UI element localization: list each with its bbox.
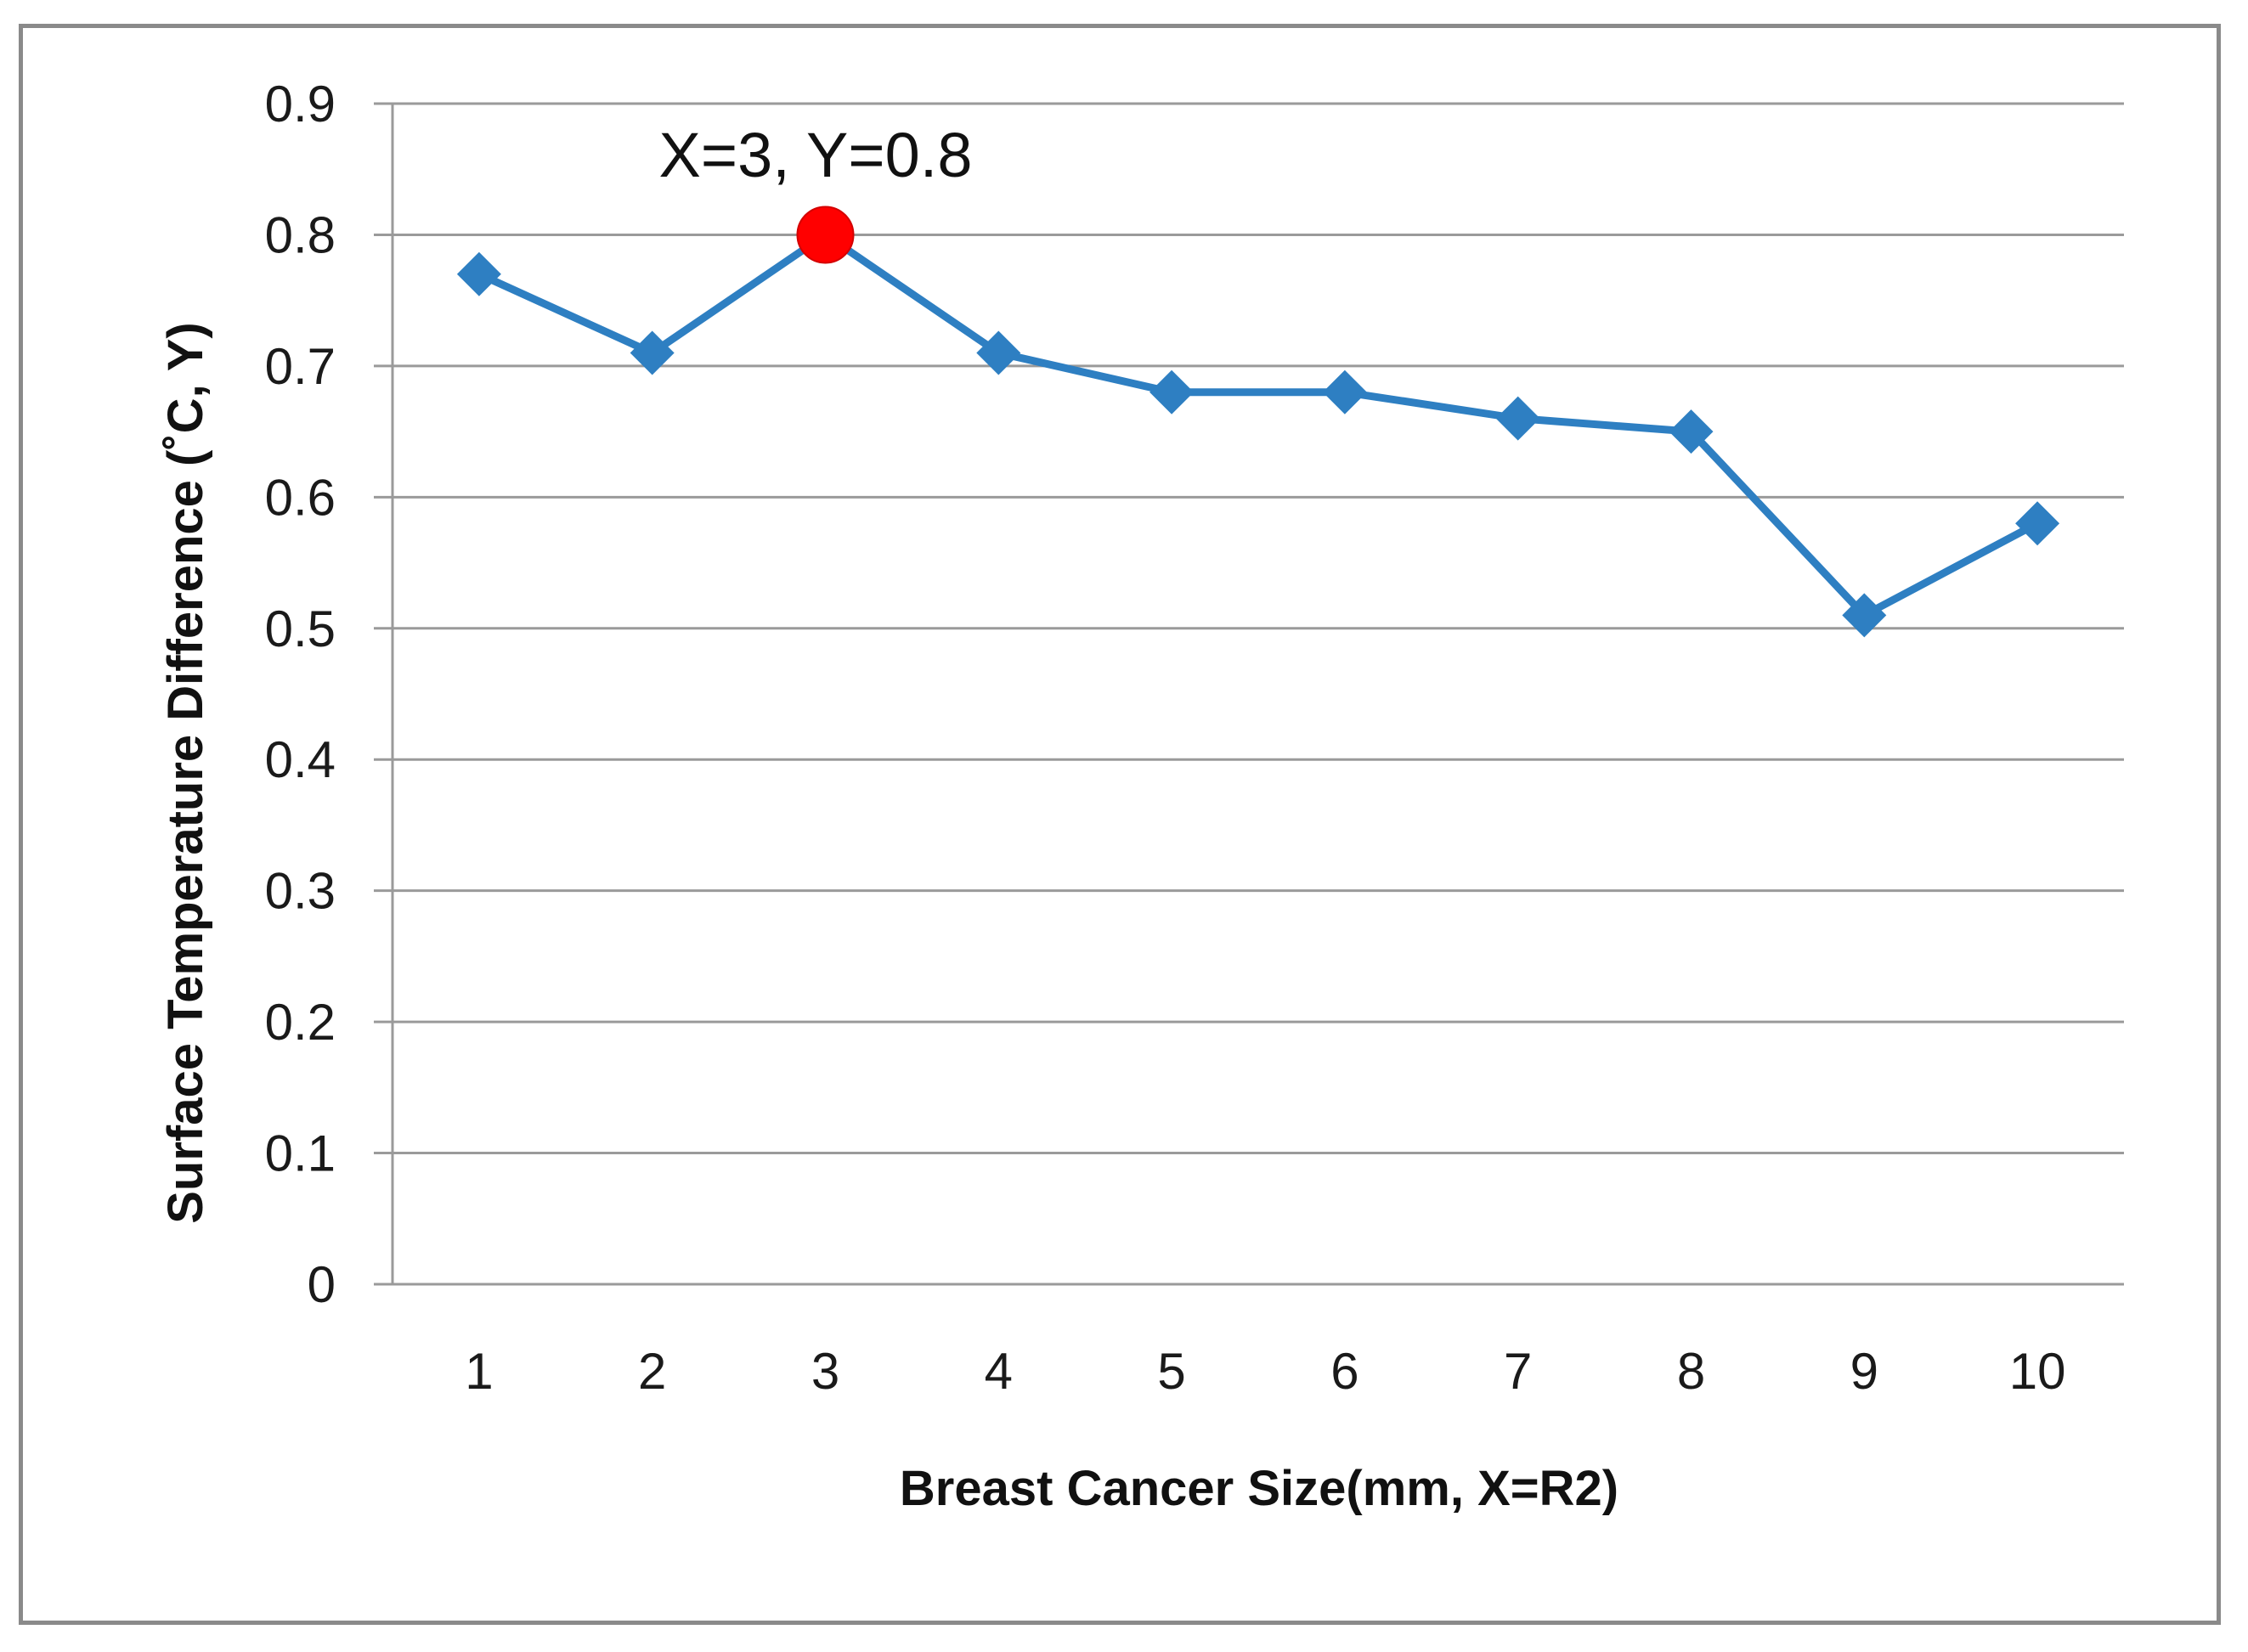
x-tick-label: 1 [465, 1343, 493, 1400]
x-axis-ticks: 1 2 3 4 5 6 7 8 9 10 [465, 1343, 2065, 1400]
y-tick-label: 0.5 [265, 600, 336, 657]
x-axis-title: Breast Cancer Size(mm, X=R2) [900, 1461, 1618, 1516]
gridlines [374, 102, 2124, 1286]
y-tick-label: 0.9 [265, 76, 336, 132]
y-tick-label: 0.7 [265, 338, 336, 395]
data-point-marker [1669, 409, 1714, 454]
y-tick-label: 0.2 [265, 994, 336, 1051]
y-tick-label: 0.6 [265, 469, 336, 526]
data-point-marker [1842, 593, 1887, 638]
x-tick-label: 6 [1330, 1343, 1358, 1400]
x-tick-label: 9 [1850, 1343, 1878, 1400]
highlight-layer: X=3, Y=0.8 [659, 120, 973, 264]
data-point-marker [456, 251, 501, 296]
x-tick-label: 8 [1677, 1343, 1705, 1400]
data-point-marker [1322, 369, 1367, 414]
y-tick-label: 0.3 [265, 863, 336, 920]
x-tick-label: 5 [1157, 1343, 1185, 1400]
x-tick-label: 3 [811, 1343, 839, 1400]
y-tick-label: 0 [308, 1256, 336, 1313]
series-layer [456, 212, 2060, 638]
x-tick-label: 10 [2009, 1343, 2066, 1400]
series-line [477, 230, 2040, 619]
y-tick-label: 0.1 [265, 1125, 336, 1182]
data-point-marker [2015, 501, 2060, 546]
highlight-annotation: X=3, Y=0.8 [659, 120, 973, 190]
y-tick-label: 0.4 [265, 731, 336, 788]
x-tick-label: 7 [1504, 1343, 1532, 1400]
x-tick-label: 4 [985, 1343, 1013, 1400]
data-point-marker [976, 330, 1021, 375]
y-tick-label: 0.8 [265, 206, 336, 263]
data-point-marker [1149, 369, 1195, 414]
data-point-marker [630, 330, 675, 375]
highlight-point [796, 206, 855, 264]
y-axis-title: Surface Temperature Difference (˚C, Y) [158, 322, 213, 1224]
data-point-marker [1495, 396, 1540, 441]
chart-frame [19, 24, 2221, 1625]
x-tick-label: 2 [638, 1343, 666, 1400]
y-axis-ticks: 0 0.1 0.2 0.3 0.4 0.5 0.6 0.7 0.8 0.9 [265, 76, 336, 1313]
